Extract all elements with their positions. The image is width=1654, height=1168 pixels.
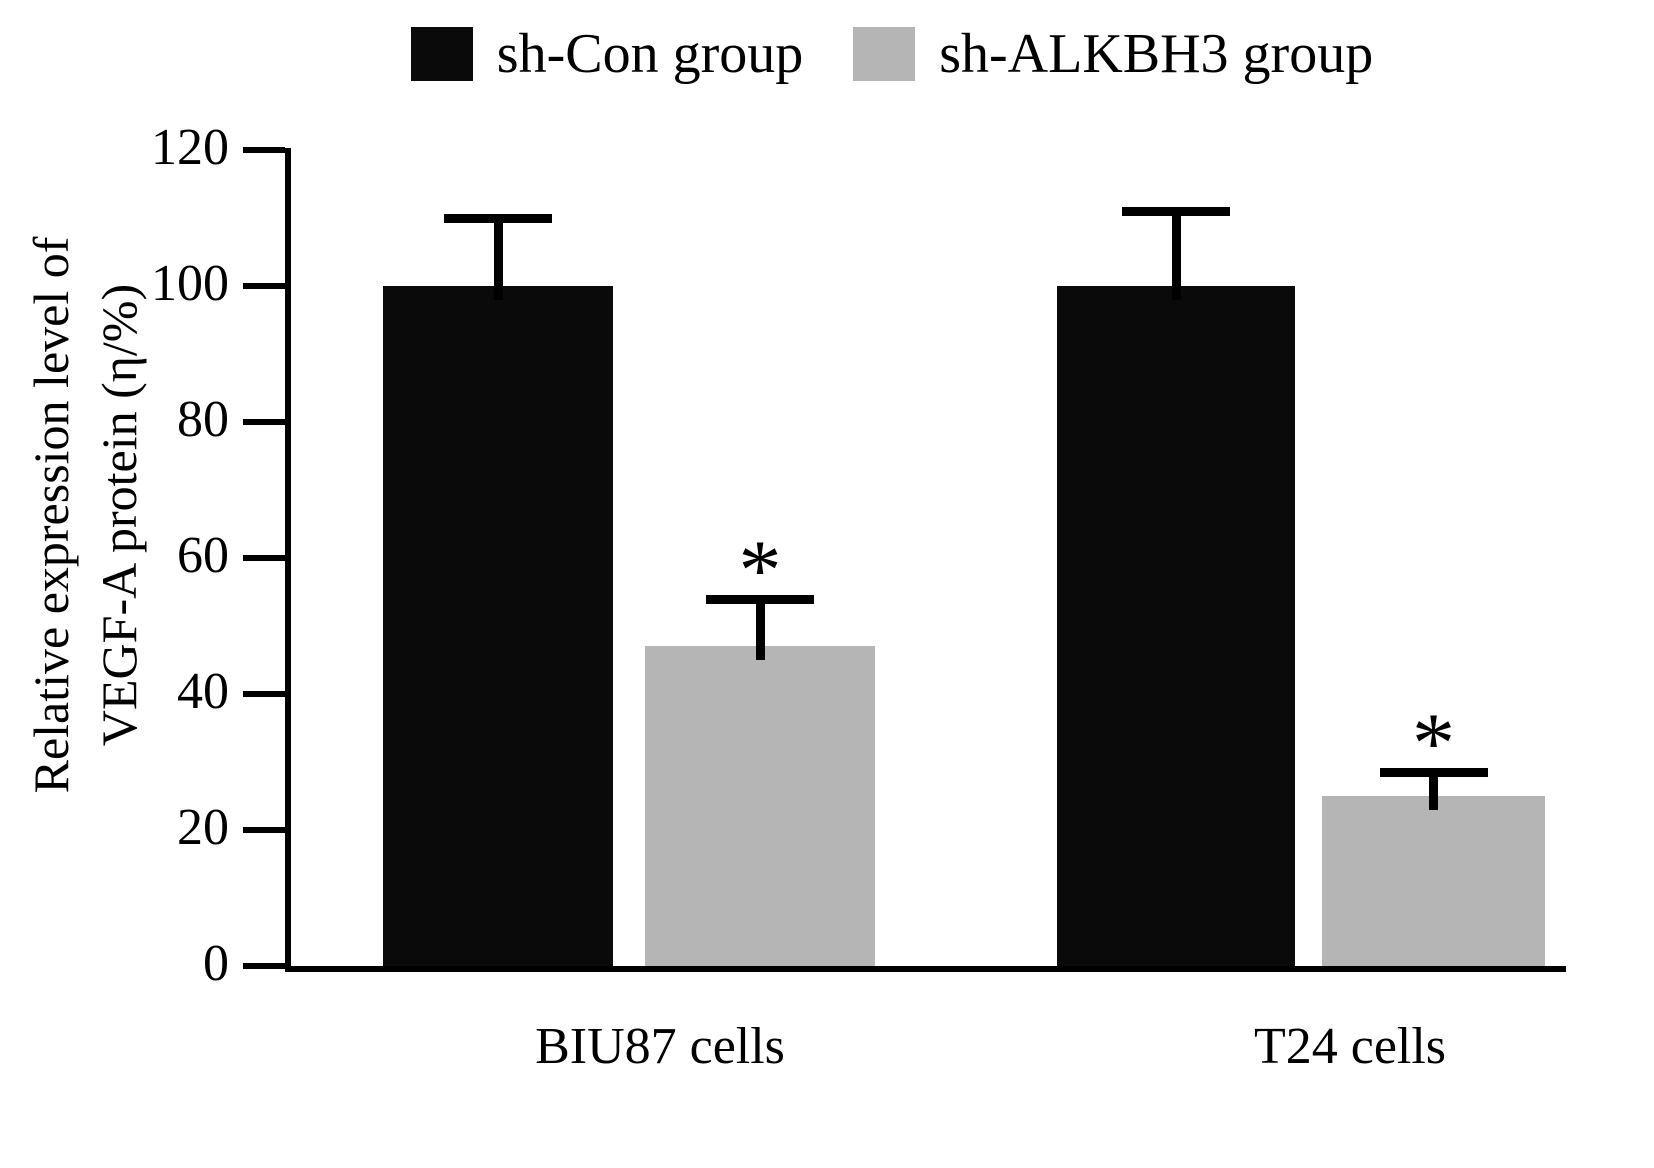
- error-bar-stem: [493, 218, 503, 300]
- error-bar-cap: [444, 214, 552, 223]
- y-tick-mark: [243, 963, 285, 969]
- legend-label: sh-ALKBH3 group: [939, 23, 1374, 85]
- significance-asterisk: *: [738, 521, 782, 618]
- y-tick-mark: [243, 147, 285, 153]
- y-tick-label: 60: [177, 527, 229, 584]
- error-bar-cap: [1122, 207, 1230, 217]
- bar: [383, 286, 613, 966]
- y-tick-label: 100: [151, 255, 229, 312]
- significance-asterisk: *: [1412, 695, 1455, 792]
- error-bar-stem: [1429, 772, 1438, 810]
- legend-swatch: [410, 27, 473, 81]
- y-tick-mark: [243, 827, 285, 833]
- legend: sh-Con group sh-ALKBH3 group: [0, 26, 1654, 82]
- error-bar-stem: [755, 598, 765, 661]
- error-bar-cap: [1379, 768, 1488, 778]
- bar: [1322, 796, 1545, 966]
- x-category-label: T24 cells: [1253, 1018, 1447, 1075]
- error-bar-cap: [706, 594, 814, 604]
- y-tick-label: 40: [177, 663, 229, 720]
- bar: [645, 646, 875, 966]
- y-tick-mark: [243, 555, 285, 561]
- y-tick-label: 80: [177, 391, 229, 448]
- x-category-label: BIU87 cells: [535, 1018, 785, 1075]
- y-tick-mark: [243, 691, 285, 697]
- error-bar-stem: [1171, 211, 1181, 300]
- y-tick-label: 0: [203, 935, 229, 992]
- legend-item: sh-ALKBH3 group: [853, 26, 1373, 82]
- y-tick-label: 20: [177, 799, 229, 856]
- legend-swatch: [853, 27, 916, 81]
- legend-label: sh-Con group: [496, 23, 804, 85]
- y-tick-mark: [243, 419, 285, 425]
- x-axis-line: [285, 966, 1566, 972]
- legend-item: sh-Con group: [410, 23, 804, 85]
- bar: [1057, 286, 1295, 966]
- y-axis-line: [285, 148, 291, 972]
- y-tick-label: 120: [151, 119, 229, 176]
- y-tick-mark: [243, 283, 285, 289]
